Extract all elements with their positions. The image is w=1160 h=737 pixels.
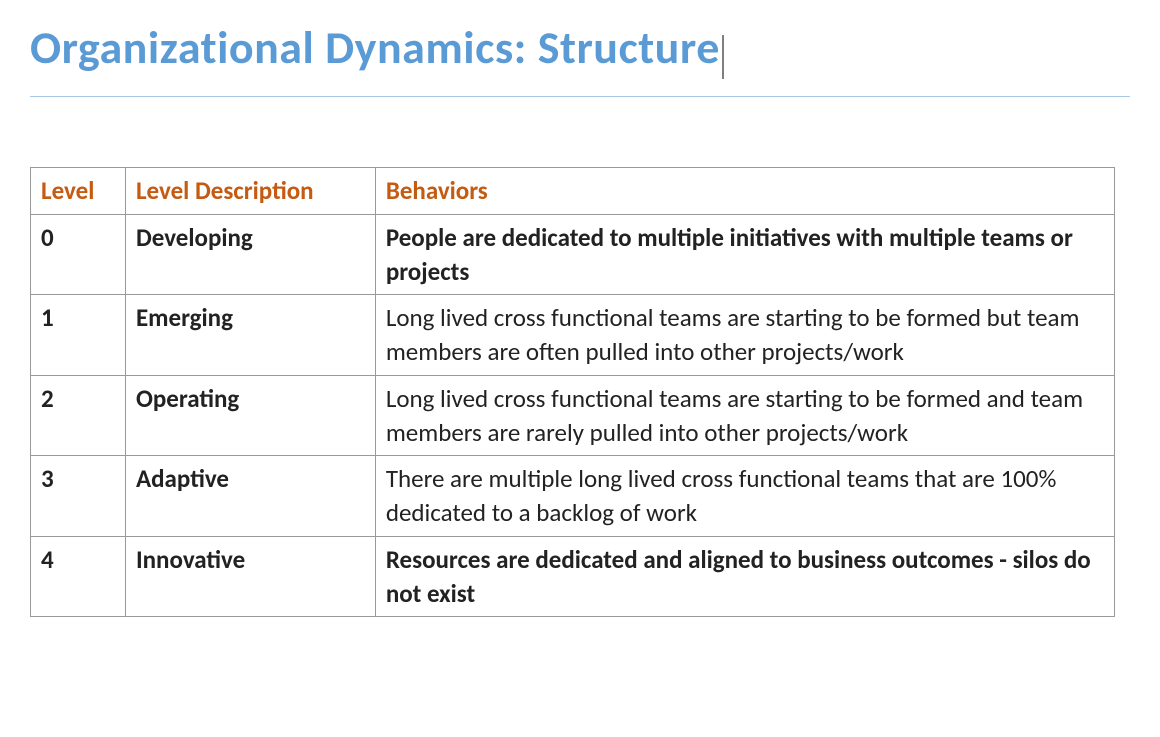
- col-header-description: Level Description: [125, 168, 375, 215]
- table-row: 2 Operating Long lived cross functional …: [31, 375, 1115, 456]
- title-divider: [30, 96, 1130, 97]
- cell-level: 0: [31, 214, 126, 295]
- text-cursor: [722, 35, 724, 79]
- cell-description: Developing: [125, 214, 375, 295]
- cell-level: 2: [31, 375, 126, 456]
- table-row: 0 Developing People are dedicated to mul…: [31, 214, 1115, 295]
- cell-behaviors: People are dedicated to multiple initiat…: [375, 214, 1114, 295]
- table-row: 1 Emerging Long lived cross functional t…: [31, 295, 1115, 376]
- cell-description: Operating: [125, 375, 375, 456]
- cell-level: 3: [31, 456, 126, 537]
- cell-level: 4: [31, 536, 126, 617]
- table-row: 4 Innovative Resources are dedicated and…: [31, 536, 1115, 617]
- col-header-behaviors: Behaviors: [375, 168, 1114, 215]
- slide-title-wrap: Organizational Dynamics: Structure: [30, 20, 1130, 88]
- cell-behaviors: Resources are dedicated and aligned to b…: [375, 536, 1114, 617]
- table-row: 3 Adaptive There are multiple long lived…: [31, 456, 1115, 537]
- cell-behaviors: Long lived cross functional teams are st…: [375, 295, 1114, 376]
- cell-description: Emerging: [125, 295, 375, 376]
- col-header-level: Level: [31, 168, 126, 215]
- cell-behaviors: There are multiple long lived cross func…: [375, 456, 1114, 537]
- cell-description: Innovative: [125, 536, 375, 617]
- cell-behaviors: Long lived cross functional teams are st…: [375, 375, 1114, 456]
- cell-level: 1: [31, 295, 126, 376]
- slide-title: Organizational Dynamics: Structure: [30, 20, 720, 76]
- table-header-row: Level Level Description Behaviors: [31, 168, 1115, 215]
- maturity-table: Level Level Description Behaviors 0 Deve…: [30, 167, 1115, 617]
- cell-description: Adaptive: [125, 456, 375, 537]
